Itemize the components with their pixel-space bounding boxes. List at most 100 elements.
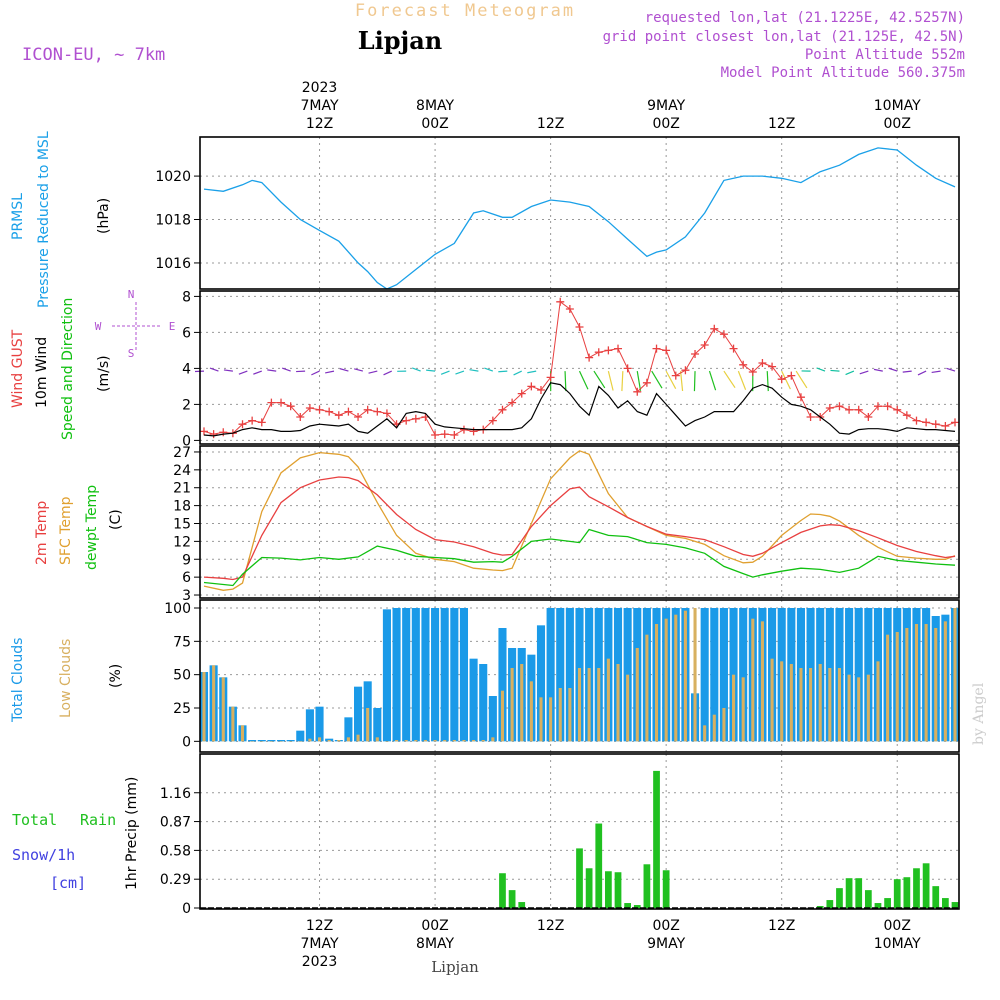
rain-bar (633, 905, 641, 909)
wind-direction-arrow (354, 368, 364, 372)
compass-w: W (95, 320, 102, 333)
low-cloud-bar (924, 624, 928, 742)
low-cloud-bar (577, 668, 582, 742)
gust-point (951, 418, 959, 427)
total-cloud-bar (411, 608, 420, 742)
panel-frame (199, 445, 960, 599)
t2m-label: 2m Temp (34, 501, 50, 565)
wind-direction-arrow (223, 369, 233, 372)
low-cloud-bar (289, 741, 293, 742)
gust-point (286, 402, 295, 411)
low-cloud-bar (549, 697, 553, 742)
gust-point (633, 387, 642, 396)
gust-point (623, 364, 632, 373)
low-cloud-bar (828, 668, 832, 742)
gust-point (719, 330, 728, 339)
gust-point (508, 398, 517, 407)
low-cloud-bar (606, 658, 610, 742)
wind-direction-arrow (737, 370, 747, 390)
low-cloud-bar (269, 741, 273, 742)
y-tick-label: 9 (182, 552, 191, 568)
wind10-label: 10m Wind (34, 337, 50, 408)
gust-point (729, 344, 738, 353)
low-cloud-bar (472, 740, 476, 742)
gust-point (325, 407, 334, 416)
model-name: ICON-EU, ~ 7km (22, 45, 165, 65)
gust-point (681, 366, 690, 375)
low-cloud-bar (741, 677, 745, 742)
low-cloud-bar (683, 610, 687, 742)
low-cloud-bar (250, 741, 254, 742)
bottom-time-label: 00Z (652, 918, 679, 934)
panel-frame (199, 136, 960, 290)
gust-point (248, 416, 257, 425)
cloud-unit: (%) (108, 664, 124, 688)
y-tick-label: 4 (182, 361, 191, 377)
precip-labels: Total Rain Snow/1h [cm] 1hr Precip (mm) (12, 777, 140, 892)
wind-direction-arrow (513, 370, 522, 376)
gust-point (941, 422, 950, 430)
gust-point (440, 430, 449, 439)
gust-point (854, 405, 863, 414)
gust-point (411, 414, 420, 423)
y-tick-label: 0 (182, 901, 191, 917)
gust-point (363, 405, 372, 414)
wind-direction-arrow (665, 370, 677, 389)
low-clouds-label: Low Clouds (58, 639, 74, 718)
wind-direction-arrow (238, 370, 248, 375)
y-tick-label: 1.16 (160, 786, 191, 802)
bottom-time-label: 00Z (884, 918, 911, 934)
gust-point (459, 425, 468, 434)
y-tick-label: 25 (173, 701, 191, 717)
total-cloud-bar (729, 608, 738, 742)
pressure-labels: PRMSL Pressure Reduced to MSL (hPa) (10, 131, 112, 308)
gust-point (334, 411, 343, 420)
total-cloud-bar (392, 608, 401, 742)
total-cloud-bar (469, 658, 478, 742)
rain-bar (951, 902, 959, 909)
gust-point (488, 416, 497, 425)
low-cloud-bar (221, 677, 225, 742)
wind-direction-arrow (383, 370, 392, 376)
y-tick-label: 0.87 (160, 815, 191, 831)
gust-point (546, 373, 555, 382)
total-cloud-bar (286, 740, 295, 742)
compass-n: N (128, 288, 135, 301)
rain-bar (605, 871, 612, 909)
rain-bar (874, 903, 882, 909)
gust-point (739, 360, 748, 369)
gust-point (402, 416, 411, 425)
wind-direction-arrow (723, 370, 736, 389)
total-label: Total (12, 811, 57, 829)
wind-gust-label: Wind GUST (10, 329, 26, 408)
total-cloud-bar (382, 609, 391, 742)
rain-bar (816, 906, 824, 909)
gust-point (354, 413, 363, 421)
y-tick-label: 24 (173, 463, 191, 479)
gust-point (267, 398, 276, 407)
wind-direction-arrow (527, 370, 537, 374)
low-cloud-bar (279, 741, 283, 742)
gust-point (912, 416, 921, 425)
total-cloud-bar (623, 608, 632, 742)
gust-point (238, 420, 247, 429)
gust-point (305, 404, 314, 412)
wind-direction-arrow (766, 371, 769, 392)
wind-direction-arrow (859, 370, 869, 375)
gust-point (527, 382, 536, 391)
total-cloud-bar (710, 608, 719, 742)
low-cloud-bar (395, 740, 399, 742)
gust-point (373, 407, 382, 416)
top-time-label: 12Z (537, 116, 564, 132)
low-cloud-bar (443, 740, 447, 742)
gust-point (902, 411, 911, 420)
gust-point (585, 353, 594, 362)
gust-point (864, 413, 873, 421)
total-cloud-bar (739, 608, 748, 742)
low-cloud-bar (404, 740, 408, 742)
low-cloud-bar (520, 664, 524, 742)
low-cloud-bar (414, 740, 418, 742)
gust-point (431, 431, 440, 439)
gust-point (200, 427, 208, 436)
gust-point (565, 305, 574, 313)
